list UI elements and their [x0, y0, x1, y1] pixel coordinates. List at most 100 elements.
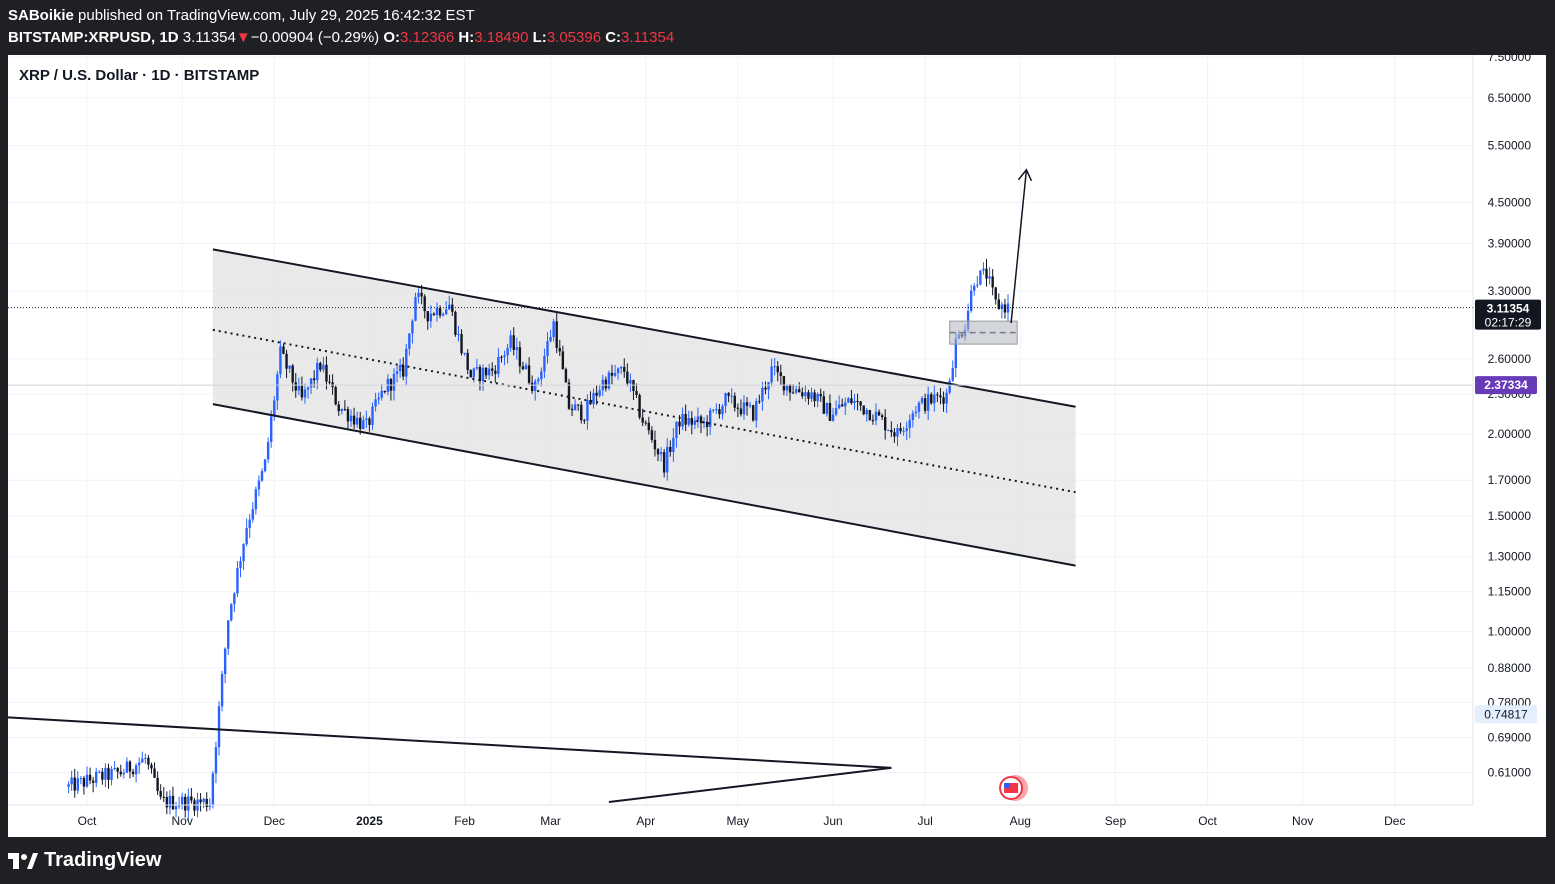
candle-body	[411, 320, 414, 334]
candle-body	[905, 428, 908, 431]
candle-body	[908, 420, 911, 429]
candle-body	[564, 369, 568, 383]
ohlc-line: BITSTAMP:XRPUSD, 1D 3.11354▼−0.00904 (−0…	[8, 29, 674, 46]
candle-body	[942, 397, 945, 404]
candle-body	[79, 778, 83, 780]
candle-body	[524, 365, 528, 370]
candle-body	[328, 381, 331, 383]
candle-body	[543, 355, 546, 372]
projection-arrow[interactable]	[1010, 169, 1028, 324]
candle-body	[982, 268, 985, 271]
candle-body	[859, 401, 862, 406]
candle-body	[595, 392, 598, 396]
candle-body	[506, 347, 509, 356]
channel-upper-line[interactable]	[212, 248, 1076, 408]
channel-lower-line[interactable]	[212, 403, 1076, 567]
candle-body	[945, 392, 948, 404]
candle-body	[141, 758, 144, 763]
down-arrow-icon: ▼	[235, 29, 251, 46]
candle-body	[395, 371, 399, 374]
candle-body	[880, 415, 884, 417]
price-tick-label: 2.60000	[1488, 352, 1532, 366]
candle-body	[435, 308, 439, 316]
candle-body	[119, 771, 122, 775]
candle-body	[853, 401, 856, 403]
time-tick-label: Sep	[1105, 814, 1127, 828]
candle-body	[669, 446, 672, 452]
candle-body	[368, 418, 371, 425]
chart-panel[interactable]: 7.50000 6.50000 5.50000 4.50000 3.90000 3.300…	[8, 55, 1546, 837]
candle-body	[675, 421, 678, 438]
candle-body	[362, 419, 365, 429]
candle-body	[589, 399, 592, 405]
candle-body	[567, 382, 571, 409]
candle-body	[153, 768, 156, 778]
candle-body	[693, 420, 697, 425]
candle-body	[810, 392, 813, 399]
candle-body	[239, 561, 242, 569]
candle-body	[429, 313, 433, 322]
candle-body	[325, 364, 328, 382]
candle-body	[521, 366, 525, 370]
candle-body	[104, 767, 107, 780]
candle-body	[540, 371, 543, 380]
time-tick-label: Jul	[917, 814, 932, 828]
candle-body	[549, 337, 552, 342]
triangle-upper-line[interactable]	[8, 716, 892, 769]
candle-body	[137, 762, 141, 766]
candle-body	[365, 418, 368, 420]
candle-body	[635, 390, 638, 396]
candle-body	[316, 362, 319, 381]
triangle-lower-line[interactable]	[608, 766, 892, 803]
candle-body	[208, 805, 211, 807]
candle-body	[997, 299, 1000, 309]
candle-body	[260, 471, 264, 481]
price-tick-label: 1.00000	[1488, 625, 1532, 639]
candle-body	[294, 382, 297, 391]
time-tick-label: Apr	[636, 814, 655, 828]
candle-body	[76, 778, 79, 791]
candle-body	[537, 379, 540, 382]
candle-body	[647, 422, 651, 431]
candle-body	[534, 381, 537, 391]
candle-body	[245, 528, 248, 545]
candle-body	[263, 459, 267, 472]
countdown-timer: 02:17:29	[1485, 316, 1532, 330]
price-tick-label: 0.61000	[1488, 765, 1532, 779]
candle-body	[223, 648, 227, 674]
time-tick-label: Dec	[1384, 814, 1405, 828]
candle-body	[896, 428, 899, 437]
candle-body	[650, 430, 654, 440]
candle-body	[91, 780, 95, 783]
time-tick-label: Nov	[1292, 814, 1313, 828]
candle-body	[1003, 304, 1007, 313]
channel-mid-line[interactable]	[212, 328, 1076, 494]
candle-body	[484, 367, 488, 376]
candle-body	[862, 405, 865, 415]
candle-body	[844, 402, 847, 407]
publisher-name[interactable]: SABoikie	[8, 7, 74, 24]
candle-body	[847, 398, 850, 403]
candle-body	[954, 338, 958, 369]
candle-body	[107, 767, 110, 780]
candle-body	[481, 367, 485, 382]
candle-body	[475, 366, 479, 369]
candle-body	[887, 430, 890, 432]
candle-body	[131, 771, 135, 775]
price-tick-label: 6.50000	[1488, 91, 1532, 105]
candle-body	[497, 356, 500, 374]
candle-body	[936, 394, 939, 396]
price-tick-label: 2.00000	[1488, 427, 1532, 441]
candle-body	[214, 747, 218, 774]
candle-body	[973, 285, 976, 291]
candle-body	[150, 764, 153, 769]
candle-body	[156, 777, 159, 791]
candle-body	[147, 757, 150, 765]
candle-body	[899, 428, 902, 432]
candle-body	[70, 777, 73, 785]
candle-body	[659, 452, 663, 455]
candle-body	[408, 333, 411, 349]
tradingview-logo[interactable]: TradingView	[8, 849, 161, 872]
price-chart[interactable]: 7.50000 6.50000 5.50000 4.50000 3.90000 3.300…	[8, 55, 1546, 837]
candle-body	[193, 800, 196, 811]
